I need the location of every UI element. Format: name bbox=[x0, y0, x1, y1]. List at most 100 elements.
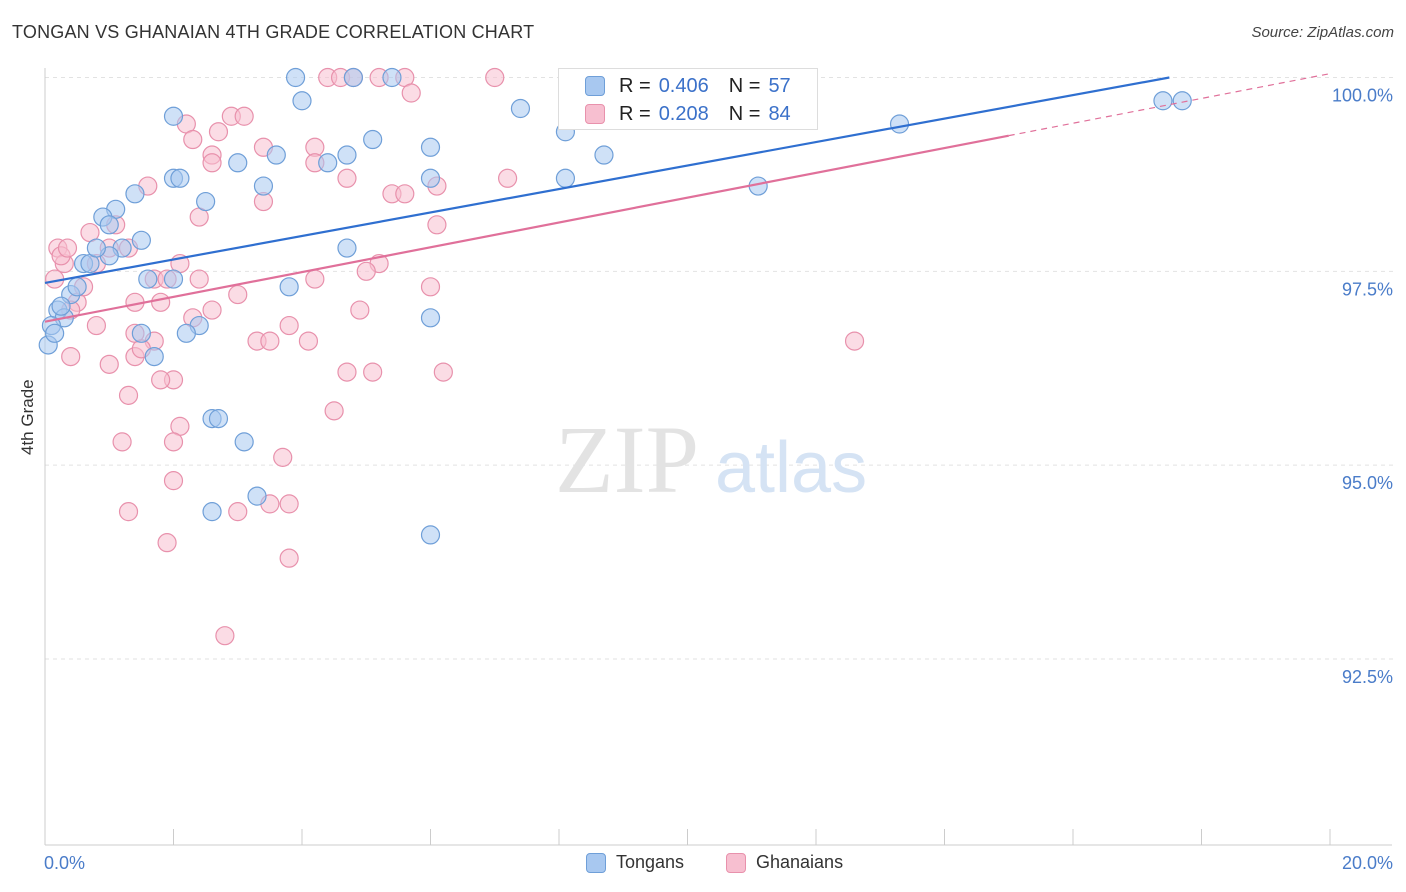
data-point bbox=[196, 191, 216, 212]
n-value: 57 bbox=[768, 74, 791, 97]
data-point bbox=[427, 215, 447, 235]
data-point bbox=[234, 432, 254, 452]
stats-legend: R = 0.406 N = 57 R = 0.208 N = 84 bbox=[558, 68, 818, 130]
data-point bbox=[183, 129, 203, 150]
data-point bbox=[163, 471, 184, 491]
data-point bbox=[420, 168, 441, 188]
data-point bbox=[401, 83, 421, 103]
data-point bbox=[420, 308, 441, 328]
data-point bbox=[67, 277, 87, 297]
data-point bbox=[202, 502, 222, 522]
r-label: R = bbox=[619, 102, 651, 125]
y-tick-label: 92.5% bbox=[1342, 667, 1393, 687]
data-point bbox=[118, 385, 139, 405]
watermark: ZIP atlas bbox=[555, 406, 867, 513]
data-point bbox=[112, 432, 132, 452]
data-point bbox=[1153, 91, 1173, 111]
data-point bbox=[324, 401, 344, 421]
ghanaians-legend-swatch bbox=[726, 852, 746, 873]
legend-label-ghanaians: Ghanaians bbox=[756, 852, 844, 872]
data-point bbox=[86, 238, 107, 258]
data-point bbox=[279, 277, 299, 297]
stats-row-tongans: R = 0.406 N = 57 bbox=[559, 72, 811, 100]
data-point bbox=[298, 331, 319, 351]
data-point bbox=[228, 284, 248, 305]
data-point bbox=[305, 269, 325, 289]
data-point bbox=[151, 370, 171, 390]
axes bbox=[44, 68, 1392, 846]
data-point bbox=[318, 153, 338, 173]
data-point bbox=[555, 168, 576, 188]
data-point bbox=[1172, 91, 1192, 111]
data-point bbox=[485, 67, 505, 88]
chart-title: TONGAN VS GHANAIAN 4TH GRADE CORRELATION… bbox=[12, 22, 535, 42]
data-point bbox=[138, 269, 158, 289]
data-point bbox=[215, 626, 235, 646]
data-point bbox=[420, 525, 441, 545]
data-point bbox=[57, 238, 78, 258]
r-value: 0.208 bbox=[658, 102, 709, 125]
data-point bbox=[279, 494, 299, 514]
ghanaians-swatch bbox=[585, 104, 605, 124]
data-point bbox=[157, 533, 177, 553]
data-point bbox=[253, 176, 274, 196]
y-tick-label: 100.0% bbox=[1332, 86, 1393, 106]
trend-lines bbox=[44, 73, 1331, 323]
data-point bbox=[163, 106, 184, 126]
data-point bbox=[420, 137, 441, 157]
data-point bbox=[45, 323, 65, 343]
data-point bbox=[594, 145, 614, 165]
data-point bbox=[208, 409, 229, 429]
data-point bbox=[433, 362, 453, 382]
data-point bbox=[382, 67, 402, 88]
y-tick-label: 95.0% bbox=[1342, 473, 1393, 493]
data-point bbox=[247, 486, 267, 506]
data-point bbox=[99, 215, 119, 235]
data-point bbox=[273, 447, 293, 467]
data-point bbox=[356, 261, 376, 281]
data-point bbox=[228, 153, 248, 173]
data-point bbox=[176, 323, 196, 343]
x-tick-label: 20.0% bbox=[1342, 853, 1393, 873]
data-point bbox=[395, 184, 415, 204]
data-point bbox=[350, 300, 370, 320]
data-point bbox=[337, 168, 357, 188]
data-point bbox=[510, 98, 531, 119]
data-point bbox=[498, 168, 518, 188]
data-point bbox=[337, 238, 357, 258]
legend-item-tongans[interactable]: Tongans bbox=[586, 852, 684, 873]
data-point bbox=[266, 145, 286, 165]
ghanaians-trend-line bbox=[44, 134, 1009, 323]
data-point bbox=[292, 91, 312, 111]
data-point bbox=[189, 269, 209, 289]
data-point bbox=[337, 145, 357, 165]
bottom-legend: Tongans Ghanaians bbox=[0, 852, 1406, 878]
data-point bbox=[279, 548, 299, 568]
data-point bbox=[163, 269, 184, 289]
data-point bbox=[51, 296, 71, 316]
y-axis-label: 4th Grade bbox=[18, 379, 37, 455]
source-label: Source: ZipAtlas.com bbox=[1251, 24, 1394, 41]
data-point bbox=[285, 67, 306, 88]
data-point bbox=[228, 502, 248, 522]
data-point bbox=[363, 362, 383, 382]
tongans-trend-line bbox=[44, 76, 1170, 285]
data-point bbox=[163, 432, 184, 452]
x-tick-label: 0.0% bbox=[44, 853, 85, 873]
n-label: N = bbox=[728, 102, 761, 125]
data-point bbox=[202, 153, 222, 173]
data-point bbox=[151, 292, 171, 312]
n-label: N = bbox=[728, 74, 761, 97]
tongans-points bbox=[38, 67, 1192, 545]
y-tick-label: 97.5% bbox=[1342, 279, 1393, 299]
r-label: R = bbox=[619, 74, 651, 97]
r-value: 0.406 bbox=[658, 74, 709, 97]
watermark-atlas: atlas bbox=[715, 428, 867, 508]
data-point bbox=[170, 168, 190, 188]
data-point bbox=[343, 67, 363, 88]
data-point bbox=[260, 331, 280, 351]
data-point bbox=[279, 315, 299, 336]
legend-item-ghanaians[interactable]: Ghanaians bbox=[726, 852, 843, 873]
data-point bbox=[86, 315, 107, 336]
